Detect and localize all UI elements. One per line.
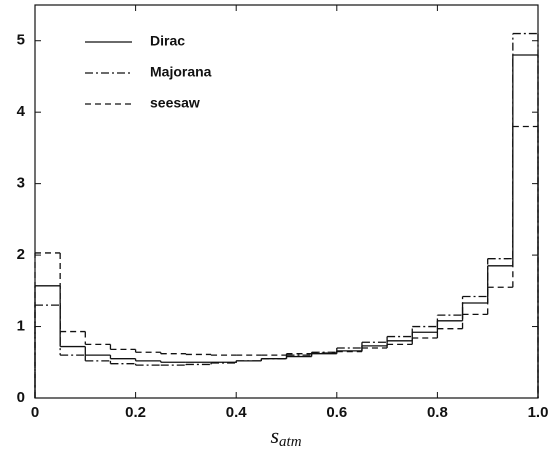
y-tick-label: 1 bbox=[17, 318, 25, 335]
y-tick-label: 2 bbox=[17, 246, 25, 263]
y-tick-label: 0 bbox=[17, 389, 25, 406]
y-tick-label: 3 bbox=[17, 175, 25, 192]
legend-label: Majorana bbox=[150, 64, 212, 80]
y-tick-label: 5 bbox=[17, 32, 25, 49]
legend-label: seesaw bbox=[150, 95, 200, 111]
x-tick-label: 0.4 bbox=[226, 404, 248, 421]
x-label-sub: atm bbox=[279, 434, 302, 450]
x-tick-label: 1.0 bbox=[528, 404, 549, 421]
plot-frame bbox=[34, 4, 539, 399]
legend-label: Dirac bbox=[150, 33, 185, 49]
y-tick-label: 4 bbox=[17, 103, 26, 120]
x-tick-label: 0 bbox=[31, 404, 39, 421]
x-tick-label: 0.8 bbox=[427, 404, 448, 421]
x-tick-label: 0.6 bbox=[326, 404, 347, 421]
x-label-base: s bbox=[270, 423, 279, 448]
x-tick-label: 0.2 bbox=[125, 404, 146, 421]
x-axis-label: satm bbox=[270, 423, 301, 450]
